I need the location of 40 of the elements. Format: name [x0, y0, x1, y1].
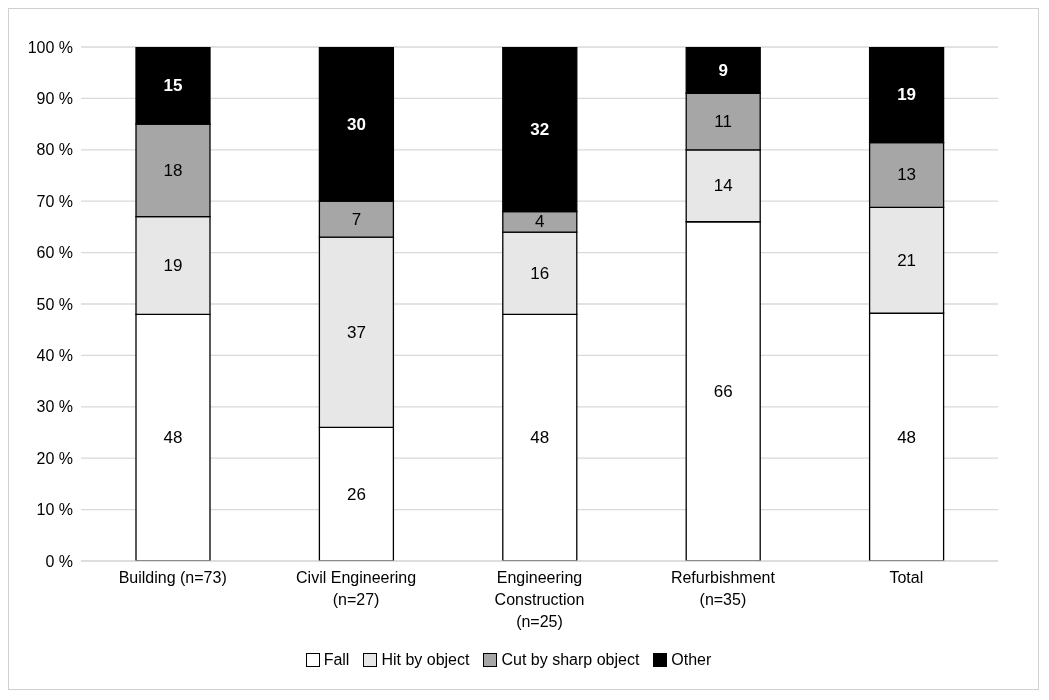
y-tick-label: 60 %	[36, 244, 73, 262]
y-tick-label: 40 %	[36, 347, 73, 365]
x-tick-label: Refurbishment (n=35)	[670, 569, 776, 608]
data-label: 21	[897, 250, 917, 270]
data-label: 19	[897, 85, 917, 105]
data-label: 14	[713, 176, 733, 196]
data-label: 26	[346, 484, 366, 504]
data-label: 4	[535, 212, 545, 232]
y-tick-label: 100 %	[27, 38, 73, 56]
data-label: 9	[718, 60, 728, 80]
y-tick-label: 10 %	[36, 501, 73, 519]
y-tick-label: 30 %	[36, 398, 73, 416]
data-label: 19	[163, 255, 183, 275]
data-label: 18	[163, 160, 183, 180]
y-tick-label: 80 %	[36, 141, 73, 159]
legend-label: Fall	[322, 651, 350, 669]
legend-label: Hit by object	[380, 651, 470, 669]
x-tick-label: Building (n=73)	[118, 569, 227, 586]
data-label: 66	[713, 381, 733, 401]
y-tick-label: 0 %	[45, 552, 73, 570]
data-label: 11	[714, 112, 733, 132]
data-label: 32	[530, 119, 550, 139]
data-label: 16	[530, 263, 550, 283]
data-label: 7	[351, 209, 362, 229]
y-tick-label: 50 %	[36, 295, 73, 313]
legend-label: Cut by sharp object	[500, 651, 640, 669]
y-tick-label: 20 %	[36, 449, 73, 467]
data-label: 15	[163, 76, 183, 96]
y-tick-label: 70 %	[36, 192, 73, 210]
x-tick-label: Total	[889, 569, 924, 586]
x-tick-label: Civil Engineering (n=27)	[296, 569, 417, 608]
data-label: 48	[530, 428, 550, 448]
y-tick-label: 90 %	[36, 90, 73, 108]
legend-label: Other	[670, 651, 712, 669]
data-label: 48	[897, 427, 917, 447]
data-label: 13	[897, 165, 917, 185]
x-tick-label: Engineering Construction (n=25)	[494, 569, 585, 630]
data-label: 48	[163, 428, 183, 448]
data-label: 30	[346, 114, 366, 134]
data-label: 37	[346, 322, 366, 342]
